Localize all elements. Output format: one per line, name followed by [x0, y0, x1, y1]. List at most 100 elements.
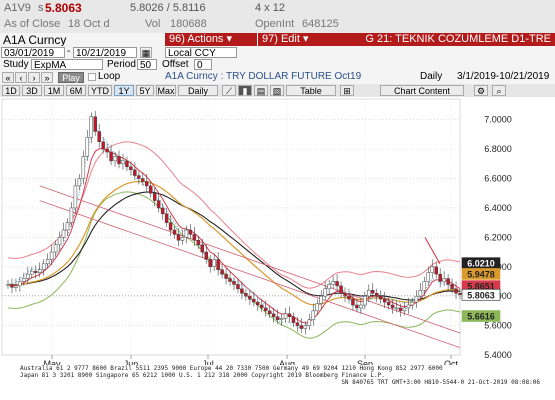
candle [343, 292, 347, 297]
trend-line-lower [39, 200, 461, 349]
candle [93, 116, 97, 132]
as-of-date: 18 Oct d [68, 18, 110, 30]
area-chart-icon[interactable]: ▧ [270, 85, 284, 96]
candle [438, 273, 442, 282]
candle [200, 244, 205, 253]
offset-label: Offset [162, 59, 189, 70]
settings-icon[interactable]: ⚙ [474, 85, 488, 96]
start-date-input[interactable]: 03/01/2019 [1, 47, 65, 59]
table-button[interactable]: Table [286, 85, 336, 96]
candle [311, 310, 316, 320]
trade-size: 4 x 12 [255, 2, 285, 14]
candle [228, 278, 232, 282]
annotation-arrow [424, 237, 441, 265]
candle [212, 259, 216, 268]
currency-select[interactable]: Local CCY [165, 47, 237, 59]
footer-line-3: SN 840765 TRT GMT+3:00 H810-5544-0 21-Oc… [341, 379, 540, 386]
edit-menu[interactable]: 97) Edit ▾ [258, 33, 336, 46]
range-button-max[interactable]: Max [156, 85, 176, 96]
step-back-icon[interactable]: ‹ [15, 72, 27, 83]
range-button-6m[interactable]: 6M [66, 85, 86, 96]
price-chart[interactable]: 7.00006.80006.60006.40006.20006.00005.80… [0, 97, 555, 365]
x-tick-label: Sep [357, 359, 373, 365]
open-interest-value: 648125 [302, 18, 339, 30]
toolbar: A1A Curncy 96) Actions ▾ 97) Edit ▾ G 21… [0, 33, 555, 47]
range-button-3d[interactable]: 3D [22, 85, 42, 96]
candle [319, 295, 323, 304]
candle [371, 290, 375, 294]
candle [351, 298, 355, 306]
candle [6, 284, 10, 286]
date-range-label: 3/1/2019-10/21/2019 [457, 71, 550, 82]
candle-chart-icon[interactable]: ▮ [238, 85, 252, 96]
candle [125, 160, 129, 168]
actions-menu[interactable]: 96) Actions ▾ [165, 33, 257, 46]
loop-checkbox[interactable] [88, 73, 96, 81]
candle [89, 116, 94, 138]
bar-chart-icon[interactable]: ▤ [254, 85, 268, 96]
range-button-1m[interactable]: 1M [44, 85, 64, 96]
y-tick-label: 6.4000 [484, 203, 512, 213]
candle [81, 156, 86, 179]
quote-subheader: As of Close 18 Oct d Vol 180688 OpenInt … [0, 17, 555, 33]
candle [398, 307, 403, 312]
value-tag-bg [461, 268, 501, 280]
study-row: Study ExpMA Period 50 Offset 0 [0, 59, 555, 71]
grid-icon[interactable]: ⊞ [340, 85, 354, 96]
candle [145, 181, 149, 187]
candle [192, 234, 197, 241]
candle [152, 192, 157, 201]
study-select[interactable]: ExpMA [31, 59, 103, 71]
play-button[interactable]: Play [58, 72, 84, 83]
candle [414, 295, 419, 303]
candle [236, 284, 240, 290]
value-tag-bg [461, 310, 501, 322]
range-button-5y[interactable]: 5Y [136, 85, 154, 96]
range-button-1d[interactable]: 1D [2, 85, 20, 96]
candle [359, 304, 363, 309]
candle [37, 269, 42, 273]
candle [331, 281, 335, 285]
candle [34, 270, 38, 273]
quote-header: A1V9 s 5.8063 5.8026 / 5.8116 4 x 12 [0, 0, 555, 17]
candle [327, 284, 331, 290]
candle [263, 307, 268, 312]
fast-forward-icon[interactable]: » [41, 72, 53, 83]
edit-number: 97) [262, 33, 278, 45]
study-label: Study [3, 59, 29, 70]
calendar-icon[interactable]: ▦ [140, 47, 152, 58]
zoom-icon[interactable]: ⌕ [492, 85, 506, 96]
period-input[interactable]: 50 [137, 59, 157, 71]
candle [279, 317, 284, 320]
x-tick-label: May [43, 359, 61, 365]
candle [172, 229, 177, 235]
range-button-ytd[interactable]: YTD [88, 85, 112, 96]
candle [220, 269, 224, 275]
step-forward-icon[interactable]: › [28, 72, 40, 83]
candle [30, 270, 34, 275]
offset-input[interactable]: 0 [194, 59, 212, 71]
y-tick-label: 6.2000 [484, 232, 512, 242]
candle [426, 272, 431, 282]
candle [248, 295, 252, 300]
end-date-input[interactable]: 10/21/2019 [73, 47, 137, 59]
candle [374, 292, 379, 297]
candle [307, 319, 312, 326]
line-chart-icon[interactable]: ⟋ [222, 85, 236, 96]
candle [22, 278, 26, 282]
candle [450, 284, 454, 290]
candle [267, 310, 272, 315]
candle [363, 295, 367, 306]
candle [113, 156, 117, 162]
chart-content-button[interactable]: Chart Content [380, 85, 464, 96]
range-button-1y[interactable]: 1Y [114, 85, 134, 96]
candle [101, 141, 105, 150]
footer-line-2: Japan 81 3 3201 8900 Singapore 65 6212 1… [20, 372, 385, 379]
candle [184, 229, 189, 238]
candle [73, 185, 78, 209]
rewind-icon[interactable]: « [2, 72, 14, 83]
value-tag: 6.0210 [467, 259, 495, 269]
frequency-select[interactable]: Daily [178, 85, 218, 96]
candle [410, 301, 415, 306]
security-field[interactable]: A1A Curncy [3, 33, 67, 47]
